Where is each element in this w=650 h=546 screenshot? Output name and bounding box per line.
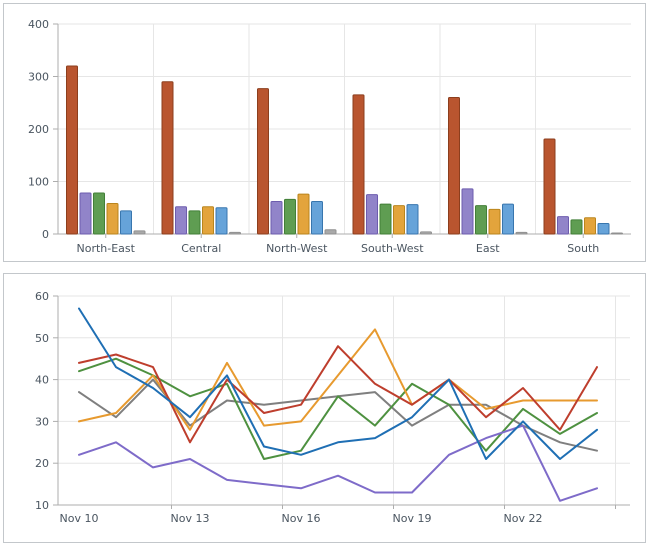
bar-purple — [366, 194, 378, 235]
tick-label: 60 — [35, 290, 49, 303]
tick-label: North-East — [77, 242, 136, 255]
bar-green — [93, 192, 105, 235]
tick-label: 50 — [35, 332, 49, 345]
bar-gray — [133, 230, 146, 235]
tick-label: East — [476, 242, 500, 255]
bar-rust — [352, 94, 365, 235]
tick-label: Nov 19 — [393, 512, 432, 525]
bar-orange — [584, 217, 596, 235]
bar-rust — [448, 97, 460, 235]
tick-label: North-West — [266, 242, 328, 255]
line-red — [78, 345, 598, 444]
tick-label: 30 — [35, 415, 49, 428]
tick-label: 10 — [35, 499, 49, 512]
line-chart-panel: 10 20 30 40 50 60 Nov 10 Nov 13 Nov 16 Nov 19 Nov … — [3, 273, 646, 543]
bar-green — [188, 210, 201, 235]
bar-chart: 0 100 200 300 400 North-East Central North-West… — [28, 18, 631, 255]
bar-purple — [461, 188, 474, 235]
tick-label: South — [567, 242, 599, 255]
bar-rust — [257, 88, 269, 235]
bar-gray — [229, 231, 241, 235]
bar-gray — [515, 231, 528, 235]
tick-label: 100 — [28, 176, 49, 189]
tick-label: Central — [181, 242, 221, 255]
tick-label: Nov 22 — [504, 512, 543, 525]
line-blue — [78, 307, 598, 460]
line-chart: 10 20 30 40 50 60 Nov 10 Nov 13 Nov 16 Nov 19 Nov … — [35, 290, 630, 525]
bar-purple — [557, 216, 569, 235]
tick-label: Nov 13 — [171, 512, 210, 525]
bar-orange — [393, 205, 405, 235]
bar-rust — [161, 81, 174, 235]
bar-gray — [611, 232, 623, 235]
bar-blue — [406, 204, 419, 235]
tick-label: South-West — [361, 242, 424, 255]
tick-label: 200 — [28, 123, 49, 136]
bar-green — [475, 205, 487, 235]
tick-label: 40 — [35, 374, 49, 387]
bar-gray — [420, 231, 432, 235]
tick-label: 400 — [28, 18, 49, 31]
tick-label: 20 — [35, 457, 49, 470]
bar-blue — [311, 200, 323, 235]
bar-blue — [597, 223, 610, 235]
bar-purple — [270, 200, 283, 235]
tick-label: Nov 10 — [60, 512, 99, 525]
bar-rust — [66, 65, 78, 235]
tick-label: 300 — [28, 71, 49, 84]
bar-green — [379, 203, 392, 235]
bar-blue — [120, 210, 132, 235]
tick-label: 0 — [42, 228, 49, 241]
line-green — [78, 357, 598, 460]
bar-purple — [79, 192, 92, 235]
bar-rust — [543, 138, 556, 235]
bar-orange — [106, 203, 119, 235]
bar-blue — [502, 203, 514, 235]
bar-gray — [324, 229, 337, 235]
bar-orange — [297, 193, 310, 235]
bar-green — [284, 198, 296, 235]
bar-chart-panel: 0 100 200 300 400 North-East Central North-West… — [3, 3, 646, 262]
bar-blue — [215, 207, 228, 235]
tick-label: Nov 16 — [282, 512, 321, 525]
bar-orange — [202, 206, 214, 235]
bar-orange — [488, 208, 501, 235]
line-purple — [78, 424, 598, 502]
bar-purple — [175, 206, 187, 235]
bar-green — [570, 219, 583, 235]
